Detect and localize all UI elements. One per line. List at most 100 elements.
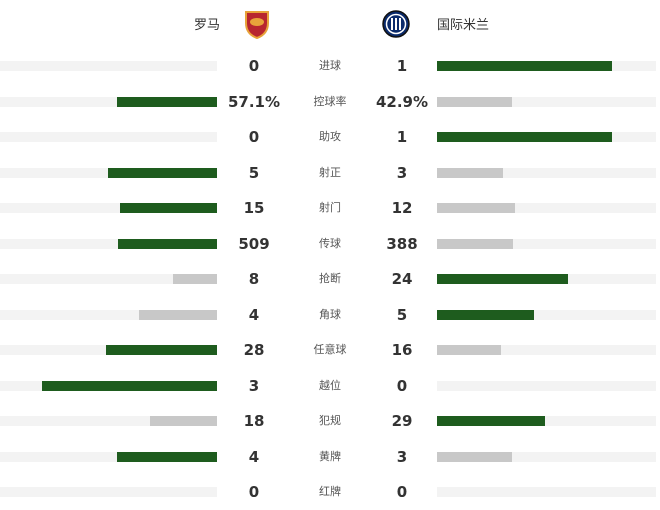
away-bar [437, 238, 513, 249]
home-value: 8 [248, 270, 260, 288]
away-value: 42.9% [375, 92, 429, 111]
home-value: 4 [248, 305, 260, 324]
home-bar [173, 274, 217, 284]
away-bar [437, 345, 501, 355]
away-value: 0 [396, 376, 408, 395]
home-bar-track [0, 451, 217, 462]
home-bar-track [0, 61, 217, 71]
away-bar-track [437, 238, 656, 249]
away-value: 3 [396, 163, 408, 182]
home-bar [117, 238, 217, 249]
as-roma-crest-icon [245, 11, 269, 39]
away-value: 1 [396, 128, 408, 146]
stat-row: 28 任意球 16 [0, 340, 660, 360]
stat-row: 57.1% 控球率 42.9% [0, 92, 660, 112]
away-bar-track [437, 416, 656, 426]
stat-row: 4 角球 5 [0, 305, 660, 325]
away-bar [437, 274, 569, 284]
stat-row: 3 越位 0 [0, 376, 660, 396]
stat-row: 8 抢断 24 [0, 269, 660, 289]
stat-label: 抢断 [319, 272, 341, 285]
stat-row: 5 射正 3 [0, 163, 660, 183]
away-team-name: 国际米兰 [437, 18, 490, 33]
stat-row: 4 黄牌 3 [0, 447, 660, 467]
home-value: 509 [238, 234, 270, 253]
stat-row: 15 射门 12 [0, 198, 660, 218]
away-bar-track [437, 132, 656, 142]
stat-label: 黄牌 [319, 449, 341, 463]
away-bar [437, 61, 612, 71]
home-bar-track [0, 380, 217, 391]
away-bar-track [437, 167, 656, 178]
stat-label: 越位 [319, 378, 341, 392]
home-bar-track [0, 96, 217, 107]
stat-label: 任意球 [313, 343, 347, 356]
home-bar-track [0, 345, 217, 355]
away-bar-track [437, 61, 656, 71]
stat-row: 0 助攻 1 [0, 127, 660, 147]
home-value: 15 [243, 199, 265, 217]
away-bar [437, 167, 503, 178]
home-bar [42, 380, 217, 391]
away-bar [437, 451, 513, 462]
stat-row: 0 红牌 0 [0, 482, 660, 502]
home-value: 28 [243, 341, 265, 359]
home-bar [139, 309, 217, 320]
home-bar-track [0, 309, 217, 320]
away-value: 388 [386, 234, 418, 253]
home-value: 4 [248, 447, 260, 466]
stat-label: 角球 [319, 307, 341, 321]
away-value: 5 [396, 305, 408, 324]
home-bar-track [0, 132, 217, 142]
stat-label: 射门 [319, 201, 341, 214]
away-bar-track [437, 203, 656, 213]
away-bar-track [437, 309, 656, 320]
home-bar-track [0, 487, 217, 497]
home-value: 57.1% [227, 92, 281, 111]
home-value: 3 [248, 376, 260, 395]
away-bar-track [437, 345, 656, 355]
away-value: 29 [391, 412, 413, 430]
home-value: 0 [248, 483, 260, 501]
away-bar-track [437, 451, 656, 462]
stat-row: 509 传球 388 [0, 234, 660, 254]
home-value: 18 [243, 412, 265, 430]
stat-label: 进球 [319, 59, 341, 72]
home-bar-track [0, 416, 217, 426]
inter-milan-crest-icon [382, 10, 410, 38]
home-bar [105, 345, 217, 355]
away-bar-track [437, 380, 656, 391]
home-bar [107, 167, 217, 178]
away-bar [437, 309, 535, 320]
stat-label: 犯规 [319, 414, 341, 427]
away-bar [437, 416, 545, 426]
stat-label: 控球率 [313, 94, 347, 108]
away-value: 16 [391, 341, 413, 359]
away-bar-track [437, 96, 656, 107]
home-bar [117, 451, 217, 462]
stat-label: 射正 [319, 165, 341, 179]
stat-label: 传球 [319, 236, 341, 250]
home-bar [119, 203, 217, 213]
stat-label: 红牌 [319, 485, 341, 498]
away-value: 1 [396, 57, 408, 75]
home-bar [149, 416, 217, 426]
away-value: 3 [396, 447, 408, 466]
stat-label: 助攻 [319, 130, 341, 143]
stat-row: 18 犯规 29 [0, 411, 660, 431]
away-bar-track [437, 487, 656, 497]
home-bar-track [0, 203, 217, 213]
home-bar [117, 96, 217, 107]
home-value: 5 [248, 163, 260, 182]
away-bar-track [437, 274, 656, 284]
away-value: 0 [396, 483, 408, 501]
away-value: 24 [391, 270, 413, 288]
home-bar-track [0, 167, 217, 178]
stat-row: 0 进球 1 [0, 56, 660, 76]
home-team-name: 罗马 [193, 18, 220, 33]
away-bar [437, 96, 513, 107]
away-value: 12 [391, 199, 413, 217]
home-bar-track [0, 274, 217, 284]
home-value: 0 [248, 57, 260, 75]
away-bar [437, 132, 612, 142]
